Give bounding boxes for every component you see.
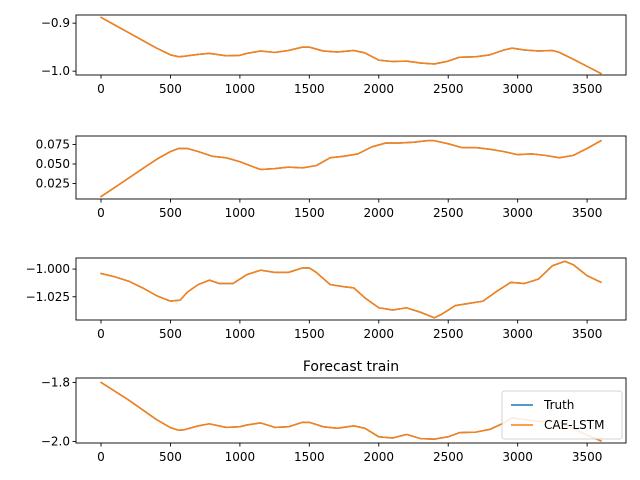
axes-frame xyxy=(75,257,627,321)
x-tick-label: 500 xyxy=(159,327,182,341)
series-group xyxy=(100,260,602,319)
x-tick-label: 0 xyxy=(97,327,105,341)
series-line-cae-lstm xyxy=(100,260,602,319)
x-tick-label: 3500 xyxy=(572,327,603,341)
legend: Truth CAE-LSTM xyxy=(501,390,623,440)
subplot-4: 0 500 1000 1500 2000 2500 3000 3500 −1.8 −2.0 Fore… xyxy=(41,359,627,464)
x-tick-label: 0 xyxy=(97,450,105,464)
axes-frame xyxy=(75,14,627,76)
x-tick-label: 3000 xyxy=(502,450,533,464)
x-tick-label: 2000 xyxy=(364,450,395,464)
x-tick-label: 500 xyxy=(159,206,182,220)
x-tick-label: 3500 xyxy=(572,206,603,220)
subplot-2: 0 500 1000 1500 2000 2500 3000 3500 0.025 0.050 0.… xyxy=(36,135,627,220)
subplots: 0 500 1000 1500 2000 2500 3000 3500 −0.9 −1.0 0 500… xyxy=(26,14,627,464)
x-tick-label: 1500 xyxy=(294,327,325,341)
y-tick-label: −0.9 xyxy=(41,16,70,30)
x-tick-label: 2000 xyxy=(364,82,395,96)
axes-frame xyxy=(75,377,627,444)
x-tick-label: 2500 xyxy=(433,450,464,464)
legend-frame xyxy=(501,390,623,440)
y-tick-label: −2.0 xyxy=(41,435,70,449)
x-tick-label: 2500 xyxy=(433,327,464,341)
y-tick-label: 0.050 xyxy=(36,157,70,171)
axes-frame xyxy=(75,135,627,200)
x-tick-label: 1000 xyxy=(225,82,256,96)
x-tick-label: 3500 xyxy=(572,82,603,96)
plot-title: Forecast train xyxy=(303,359,399,375)
subplot-3: 0 500 1000 1500 2000 2500 3000 3500 −1.000 −1.025 xyxy=(26,257,627,341)
x-tick-label: 500 xyxy=(159,450,182,464)
x-tick-label: 2000 xyxy=(364,327,395,341)
series-line-cae-lstm xyxy=(100,16,602,75)
legend-label: Truth xyxy=(543,398,574,412)
x-tick-label: 3000 xyxy=(502,206,533,220)
x-tick-label: 3000 xyxy=(502,327,533,341)
subplot-1: 0 500 1000 1500 2000 2500 3000 3500 −0.9 −1.0 xyxy=(41,14,627,96)
series-line-cae-lstm xyxy=(100,139,602,198)
x-tick-label: 0 xyxy=(97,82,105,96)
x-tick-label: 3500 xyxy=(572,450,603,464)
x-tick-label: 1500 xyxy=(294,82,325,96)
y-tick-label: 0.025 xyxy=(36,176,70,190)
x-tick-label: 2500 xyxy=(433,82,464,96)
x-tick-label: 0 xyxy=(97,206,105,220)
series-group xyxy=(100,139,602,198)
x-tick-label: 1000 xyxy=(225,206,256,220)
x-tick-label: 2000 xyxy=(364,206,395,220)
x-tick-label: 1000 xyxy=(225,327,256,341)
x-tick-label: 1500 xyxy=(294,206,325,220)
x-tick-label: 1500 xyxy=(294,450,325,464)
legend-label: CAE-LSTM xyxy=(544,418,605,432)
y-tick-label: 0.075 xyxy=(36,138,70,152)
x-tick-label: 2500 xyxy=(433,206,464,220)
y-tick-label: −1.0 xyxy=(41,64,70,78)
series-group xyxy=(100,16,602,75)
y-tick-label: −1.000 xyxy=(26,262,70,276)
x-tick-label: 1000 xyxy=(225,450,256,464)
x-tick-label: 500 xyxy=(159,82,182,96)
x-tick-label: 3000 xyxy=(502,82,533,96)
y-tick-label: −1.8 xyxy=(41,375,70,389)
y-tick-label: −1.025 xyxy=(26,290,70,304)
